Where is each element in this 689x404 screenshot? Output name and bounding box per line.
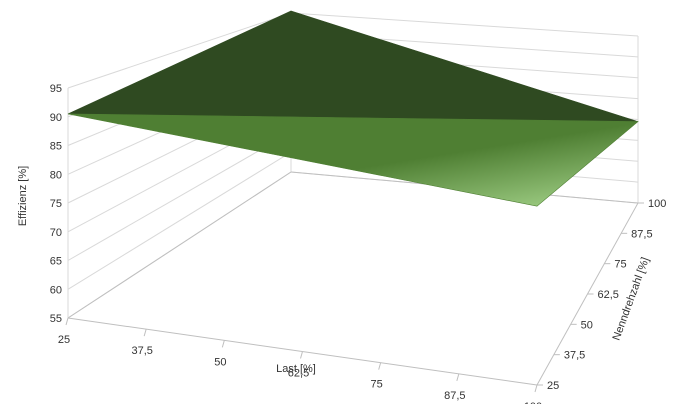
y-tick-label: 50 [581, 319, 593, 331]
x-tick-mark [300, 351, 303, 359]
y-tick-label: 25 [547, 380, 559, 392]
tick-labels: 25 37,5 50 62,5 75 87,5 100 25 37,5 50 62,5 75 87,5 1… [50, 83, 667, 404]
x-tick-label: 75 [371, 379, 383, 391]
surface-back-face [67, 10, 639, 122]
floor-back-line [67, 171, 292, 319]
y-tick-label: 75 [614, 259, 626, 271]
x-tick-mark [65, 317, 69, 326]
x-tick-mark [456, 373, 460, 381]
z-gridline [67, 171, 639, 319]
x-tick-mark [534, 384, 538, 393]
z-tick-label: 65 [50, 256, 62, 268]
y-tick-label: 62,5 [598, 289, 619, 301]
x-tick-label: 87,5 [444, 390, 465, 402]
z-tick-label: 55 [50, 313, 62, 325]
z-tick-label: 60 [50, 284, 62, 296]
x-tick-label: 62,5 [288, 368, 309, 380]
surface-front-face [67, 113, 639, 207]
axes [65, 171, 644, 393]
y-tick-label: 100 [648, 198, 666, 210]
y-tick-label: 37,5 [564, 350, 585, 362]
x-tick-label: 25 [58, 334, 70, 346]
x-tick-mark [221, 340, 225, 348]
z-tick-label: 95 [50, 83, 62, 95]
z-tick-label: 85 [50, 141, 62, 153]
x-tick-mark [378, 362, 382, 370]
surface [67, 10, 639, 207]
z-tick-label: 90 [50, 112, 62, 124]
y-tick-label: 87,5 [631, 228, 652, 240]
z-axis-title: Effizienz [%] [17, 166, 29, 226]
x-tick-label: 100 [524, 401, 542, 404]
z-tick-label: 80 [50, 169, 62, 181]
x-tick-label: 50 [214, 356, 226, 368]
x-tick-label: 37,5 [131, 345, 152, 357]
x-axis-title: Last [%] [276, 363, 316, 375]
x-tick-mark [143, 329, 147, 337]
z-tick-label: 75 [50, 198, 62, 210]
z-tick-label: 70 [50, 227, 62, 239]
